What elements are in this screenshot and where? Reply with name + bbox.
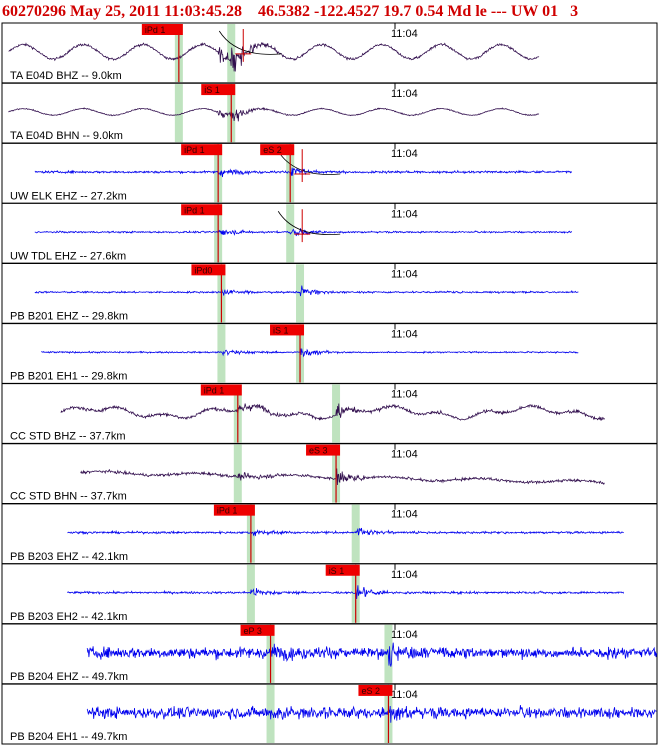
time-label: 11:04 [391,629,418,641]
pick-label-bg[interactable] [181,204,223,216]
pick-label-bg[interactable] [200,384,242,396]
pick-label-bg[interactable] [201,84,236,96]
pick-label[interactable]: iPd 1 [204,386,225,396]
trace-panel: 11:04 iPd 1 PB B203 EHZ -- 42.1km [2,503,657,563]
pick-window [174,84,183,143]
station-label: PB B201 EHZ -- 29.8km [10,310,128,322]
time-label: 11:04 [391,449,418,461]
station-label: PB B203 EHZ -- 42.1km [10,551,128,563]
waveform [86,642,657,667]
pick-label-bg[interactable] [260,144,295,156]
trace-panel: 11:04 eP 3 PB B204 EHZ -- 49.7km [2,623,657,683]
trace-panel: 11:04 eS 3 CC STD BHN -- 37.7km [2,442,657,503]
station-label: CC STD BHN -- 37.7km [10,491,127,503]
time-label: 11:04 [391,268,418,280]
waveform [86,704,657,723]
pick-label[interactable]: iS 1 [329,566,345,576]
station-label: TA E04D BHN -- 9.0km [10,130,123,142]
waveform [67,585,625,600]
waveform [80,468,605,486]
pick-label-bg[interactable] [191,264,226,276]
pick-window [233,444,242,503]
pick-label[interactable]: iPd 1 [217,506,238,516]
pick-label-bg[interactable] [358,684,393,696]
station-label: TA E04D BHZ -- 9.0km [10,70,122,82]
time-label: 11:04 [391,509,418,521]
trace-panel: 11:04 iPd 1 CC STD BHZ -- 37.7km [2,382,657,443]
trace-panel: 11:04 iPd 1 TA E04D BHZ -- 9.0km [8,23,540,83]
pick-label[interactable]: iPd0 [194,265,212,275]
waveform [67,527,624,537]
trace-panel: 11:04 iS 1 PB B201 EH1 -- 29.8km [2,322,657,383]
time-label: 11:04 [391,208,418,220]
waveform [8,41,540,72]
waveform [8,106,540,122]
pick-label[interactable]: eS 3 [309,446,328,456]
time-label: 11:04 [391,569,418,581]
time-label: 11:04 [391,88,418,100]
pick-label[interactable]: iPd 1 [184,205,205,215]
time-label: 11:04 [391,689,418,701]
time-label: 11:04 [391,148,418,160]
pick-label[interactable]: eS 2 [263,145,282,155]
waveform [60,403,605,422]
event-header: 60270296 May 25, 2011 11:03:45.28 46.538… [2,3,579,20]
waveform [41,348,579,358]
time-label: 11:04 [391,328,418,340]
trace-panel: 11:04 iPd 1 UW TDL EHZ -- 27.6km [2,202,657,263]
time-label: 11:04 [391,389,418,401]
pick-label-bg[interactable] [306,444,341,456]
pick-label[interactable]: iS 1 [204,85,220,95]
station-label: UW ELK EHZ -- 27.2km [10,190,127,202]
pick-window [217,324,226,383]
pick-window [351,504,360,563]
station-label: PB B203 EH2 -- 42.1km [10,611,127,623]
trace-panel: 11:04 iPd0 PB B201 EHZ -- 29.8km [2,262,657,323]
pick-label-bg[interactable] [270,324,305,336]
pick-label[interactable]: iPd 1 [184,145,205,155]
trace-panel: 11:04 eS 2 PB B204 EH1 -- 49.7km [2,683,657,743]
pick-label[interactable]: iS 1 [273,325,289,335]
waveform [34,285,579,297]
pick-label[interactable]: eP 3 [244,626,262,636]
pick-label-bg[interactable] [141,24,183,35]
station-label: PB B204 EH1 -- 49.7km [10,731,127,743]
pick-label-bg[interactable] [181,144,223,156]
trace-panel: 11:04 iS 1 TA E04D BHN -- 9.0km [2,82,657,143]
station-label: PB B201 EH1 -- 29.8km [10,371,127,383]
pick-label-bg[interactable] [325,564,360,576]
pick-label[interactable]: iPd 1 [145,25,166,35]
waveform [34,228,573,237]
pick-label-bg[interactable] [213,504,255,516]
trace-panel: 11:04 iPd 1 eS 2 UW ELK EHZ -- 27.2km [2,142,657,203]
pick-label[interactable]: eS 2 [361,686,380,696]
station-label: CC STD BHZ -- 37.7km [10,431,126,443]
pick-label-bg[interactable] [240,624,275,636]
pick-window [246,564,255,623]
station-label: PB B204 EHZ -- 49.7km [10,671,128,683]
waveform [34,167,573,178]
station-label: UW TDL EHZ -- 27.6km [10,250,126,262]
trace-panel: 11:04 iS 1 PB B203 EH2 -- 42.1km [2,563,657,623]
time-label: 11:04 [391,28,418,40]
